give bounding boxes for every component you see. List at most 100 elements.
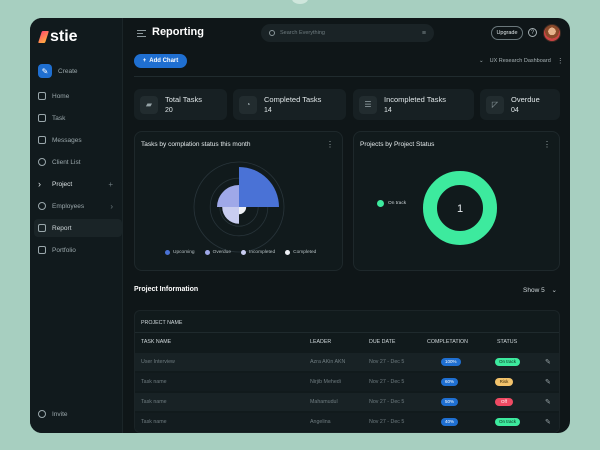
- sidebar-item-label: Client List: [52, 158, 81, 166]
- leader-name: Mahamudul: [310, 399, 338, 405]
- create-label: Create: [58, 67, 78, 75]
- task-name: User Interview: [141, 359, 175, 365]
- sidebar-item-label: Portfolio: [52, 246, 76, 254]
- polar-grid-ring: [193, 161, 285, 253]
- polar-slice-incompleted[interactable]: [222, 207, 239, 224]
- leader-name: Angelina: [310, 419, 331, 425]
- stat-card-total[interactable]: ▰ Total Tasks 20: [134, 89, 227, 120]
- sidebar-item-client-list[interactable]: Client List: [38, 153, 121, 171]
- search-bar[interactable]: Search Everything ≡: [261, 24, 434, 42]
- home-icon: [38, 92, 46, 100]
- polar-slice-completed[interactable]: [239, 207, 247, 215]
- completion-cell: 50%: [441, 398, 459, 406]
- column-header: DUE DATE: [369, 339, 396, 345]
- due-date: Nov 27 - Dec 5: [369, 379, 405, 385]
- stat-card-overdue[interactable]: ◸ Overdue 04: [480, 89, 560, 120]
- invite-button[interactable]: Invite: [38, 405, 121, 423]
- leader-name: Nirjib Mehedi: [310, 379, 341, 385]
- page-title: Reporting: [152, 26, 204, 38]
- sidebar-item-messages[interactable]: Messages: [38, 131, 121, 149]
- stat-label: Incompleted Tasks: [384, 95, 446, 104]
- layers-icon: ▰: [140, 95, 158, 114]
- polar-area-chart: [193, 161, 285, 253]
- completion-cell: 100%: [441, 358, 461, 366]
- polar-slice-upcoming[interactable]: [239, 167, 279, 207]
- show-count-select[interactable]: Show 5 ⌄: [523, 286, 557, 294]
- table-title: PROJECT NAME: [141, 320, 183, 326]
- task-name: Task name: [141, 419, 167, 425]
- legend-on-track: On track: [377, 200, 406, 207]
- menu-icon[interactable]: [137, 30, 146, 37]
- logo-mark-icon: [38, 31, 49, 43]
- table-header: TASK NAME LEADER DUE DATE COMPLETATION S…: [135, 336, 559, 348]
- completion-badge: 60%: [441, 378, 459, 386]
- completion-badge: 40%: [441, 418, 459, 426]
- show-label: Show 5: [523, 287, 545, 294]
- task-icon: [38, 114, 46, 122]
- stat-value: 14: [384, 107, 392, 114]
- sidebar-item-employees[interactable]: Employees ›: [38, 197, 121, 215]
- main-content: Reporting Search Everything ≡ Upgrade ? …: [124, 18, 570, 433]
- edit-icon[interactable]: ✎: [545, 419, 551, 426]
- user-icon: [38, 158, 46, 166]
- stat-card-incompleted[interactable]: ☰ Incompleted Tasks 14: [353, 89, 474, 120]
- divider: [134, 76, 560, 77]
- chevron-down-icon: ⌄: [551, 287, 557, 294]
- sidebar-item-portfolio[interactable]: Portfolio: [38, 241, 121, 259]
- table-row[interactable]: Task name Nirjib Mehedi Nov 27 - Dec 5 60% R…: [135, 373, 559, 391]
- table-row[interactable]: Task name Angelina Nov 27 - Dec 5 40% On tra…: [135, 413, 559, 431]
- column-header: COMPLETATION: [427, 339, 469, 345]
- logo[interactable]: stie: [38, 28, 78, 46]
- stat-label: Total Tasks: [165, 95, 202, 104]
- card-title: Projects by Project Status: [360, 141, 435, 148]
- edit-icon[interactable]: ✎: [545, 359, 551, 366]
- stat-value: 20: [165, 107, 173, 114]
- more-options-icon[interactable]: ⋮: [543, 140, 551, 149]
- edit-icon[interactable]: ✎: [545, 379, 551, 386]
- legend-completed: Completed: [285, 250, 316, 255]
- plus-icon: +: [142, 58, 147, 64]
- create-button[interactable]: ✎ Create: [38, 62, 121, 80]
- app-window: stie ✎ Create Home Task Messages Client …: [30, 18, 570, 433]
- list-icon: ☰: [359, 95, 377, 114]
- table-row[interactable]: Task name Mahamudul Nov 27 - Dec 5 50% Off ✎: [135, 393, 559, 411]
- table-title-row: PROJECT NAME: [135, 318, 559, 328]
- more-options-icon[interactable]: ⋮: [326, 140, 334, 149]
- stat-card-completed[interactable]: ◔ Completed Tasks 14: [233, 89, 346, 120]
- table-row[interactable]: User Interview Azra AKin AKN Nov 27 - Dec …: [135, 353, 559, 371]
- help-icon[interactable]: ?: [528, 28, 537, 37]
- more-options-icon[interactable]: ⋮: [556, 58, 564, 65]
- sidebar-item-home[interactable]: Home: [38, 87, 121, 105]
- edit-icon[interactable]: ✎: [545, 399, 551, 406]
- progress-icon: ◔: [239, 95, 257, 114]
- polar-slice-overdue[interactable]: [217, 185, 239, 207]
- filter-icon[interactable]: ≡: [421, 29, 426, 37]
- sidebar-item-report[interactable]: Report: [34, 219, 122, 237]
- stat-label: Overdue: [511, 95, 540, 104]
- sidebar-item-label: Messages: [52, 136, 82, 144]
- sidebar-item-label: Report: [52, 224, 72, 232]
- project-table: PROJECT NAME TASK NAME LEADER DUE DATE C…: [134, 310, 560, 433]
- chevron-right-icon: ›: [38, 179, 41, 189]
- user-icon: [38, 410, 46, 418]
- stat-label: Completed Tasks: [264, 95, 322, 104]
- users-icon: [38, 202, 46, 210]
- legend-upcoming: Upcoming: [165, 250, 195, 255]
- add-chart-label: Add Chart: [149, 58, 179, 64]
- status-cell: Off: [495, 398, 513, 406]
- sidebar-item-label: Project: [52, 180, 73, 188]
- add-chart-button[interactable]: + Add Chart: [134, 54, 187, 68]
- search-input[interactable]: Search Everything: [280, 30, 325, 36]
- add-project-icon[interactable]: +: [108, 179, 113, 189]
- donut-chart: 1: [423, 171, 497, 245]
- dashboard-selector[interactable]: ⌄ UX Research Dashboard ⋮: [479, 57, 564, 65]
- status-badge: On track: [495, 358, 521, 366]
- column-header: TASK NAME: [141, 339, 172, 345]
- search-icon: [269, 30, 275, 36]
- sidebar-item-task[interactable]: Task: [38, 109, 121, 127]
- report-icon: [38, 224, 46, 232]
- status-badge: Off: [495, 398, 513, 406]
- upgrade-button[interactable]: Upgrade: [491, 26, 523, 40]
- sidebar-item-project[interactable]: › Project +: [38, 175, 121, 193]
- avatar[interactable]: [543, 24, 561, 42]
